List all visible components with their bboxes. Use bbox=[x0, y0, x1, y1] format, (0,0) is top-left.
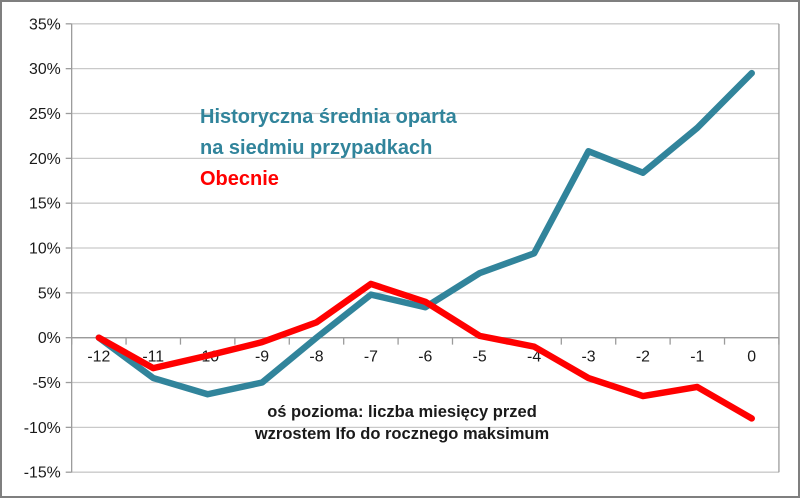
y-tick-label: -5% bbox=[33, 375, 61, 392]
y-tick-label: -15% bbox=[24, 465, 61, 482]
y-tick-label: -10% bbox=[24, 420, 61, 437]
x-tick-label: -2 bbox=[636, 348, 650, 365]
x-tick-label: -9 bbox=[255, 348, 269, 365]
x-axis-annotation: oś pozioma: liczba miesięcy przed wzrost… bbox=[252, 401, 552, 445]
x-tick-label: -1 bbox=[690, 348, 704, 365]
x-tick-label: -4 bbox=[527, 348, 541, 365]
annotation-line: oś pozioma: liczba miesięcy przed bbox=[267, 403, 537, 421]
y-tick-label: 15% bbox=[29, 196, 61, 213]
y-tick-label: 0% bbox=[38, 330, 61, 347]
y-tick-label: 25% bbox=[29, 106, 61, 123]
x-tick-label: -6 bbox=[418, 348, 432, 365]
legend-label: Obecnie bbox=[200, 168, 279, 190]
x-tick-label: 0 bbox=[747, 348, 756, 365]
y-tick-label: 10% bbox=[29, 240, 61, 257]
y-tick-label: 20% bbox=[29, 151, 61, 168]
series-line-historyczna-srednia bbox=[95, 69, 755, 398]
y-tick-label: 5% bbox=[38, 285, 61, 302]
x-tick-label: -11 bbox=[142, 348, 164, 365]
y-tick-label: 30% bbox=[29, 61, 61, 78]
x-tick-label: -3 bbox=[581, 348, 595, 365]
x-tick-label: -7 bbox=[364, 348, 378, 365]
x-tick-label: -5 bbox=[473, 348, 487, 365]
legend-entry-historyczna: Historyczna średnia oparta na siedmiu pr… bbox=[200, 102, 457, 164]
legend-entry-obecnie: Obecnie bbox=[200, 164, 457, 195]
legend: Historyczna średnia oparta na siedmiu pr… bbox=[200, 102, 457, 195]
x-tick-label: -12 bbox=[87, 348, 110, 365]
legend-label: na siedmiu przypadkach bbox=[200, 137, 433, 159]
annotation-line: wzrostem Ifo do rocznego maksimum bbox=[254, 425, 550, 443]
legend-label: Historyczna średnia oparta bbox=[200, 106, 457, 128]
series-line-obecnie bbox=[95, 280, 755, 422]
y-tick-label: 35% bbox=[29, 16, 61, 33]
x-tick-label: -8 bbox=[309, 348, 323, 365]
